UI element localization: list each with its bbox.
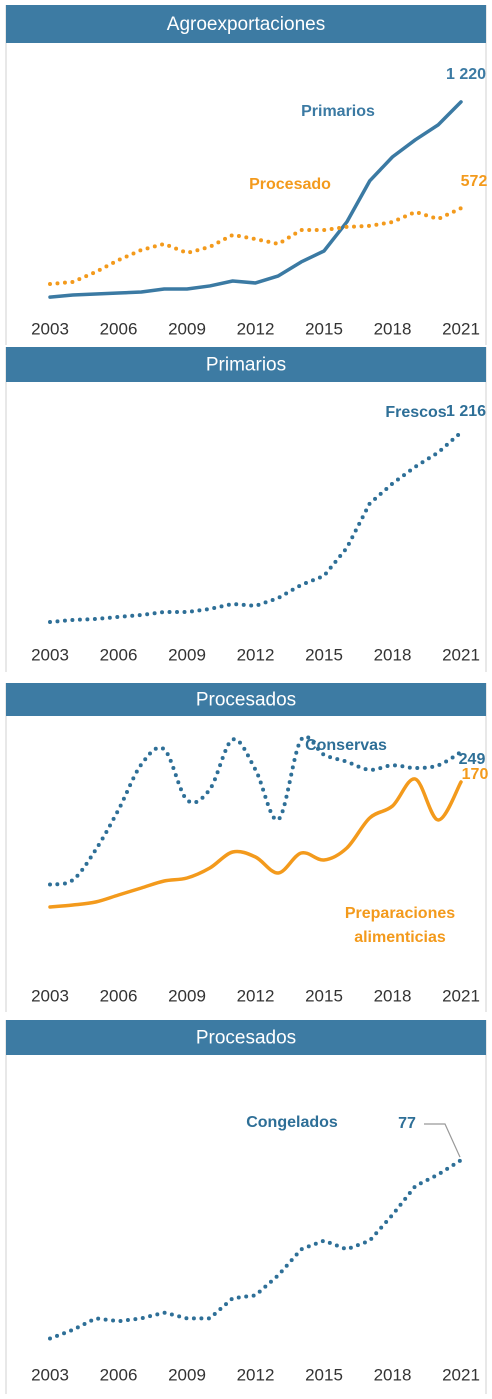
x-tick-label: 2009 (168, 986, 206, 1005)
value-label: 170 (462, 766, 489, 783)
x-tick-label: 2018 (374, 1365, 412, 1384)
x-tick-label: 2012 (237, 319, 275, 338)
panel-header (6, 347, 486, 382)
series-label: Frescos (385, 404, 446, 421)
leader-line (424, 1123, 461, 1158)
x-tick-label: 2006 (100, 1365, 138, 1384)
x-tick-label: 2015 (305, 319, 343, 338)
x-tick-label: 2021 (442, 319, 480, 338)
x-tick-label: 2003 (31, 645, 69, 664)
panel-title: Procesados (196, 1028, 296, 1049)
x-tick-label: 2009 (168, 319, 206, 338)
x-tick-label: 2018 (374, 645, 412, 664)
value-label: 1 220 (446, 66, 486, 83)
panel-title: Primarios (206, 355, 286, 376)
x-tick-label: 2006 (100, 645, 138, 664)
series-label: Conservas (305, 737, 387, 754)
x-tick-label: 2006 (100, 986, 138, 1005)
series-label: Procesado (249, 176, 331, 193)
series-line (48, 1158, 463, 1341)
x-tick-label: 2018 (374, 986, 412, 1005)
series-label: Primarios (301, 103, 375, 120)
value-label: 249 (459, 751, 486, 768)
series-line (48, 206, 463, 286)
x-tick-label: 2021 (442, 986, 480, 1005)
series-label: Preparaciones alimenticias (345, 905, 455, 946)
x-tick-label: 2021 (442, 1365, 480, 1384)
x-tick-label: 2018 (374, 319, 412, 338)
series-label: Congelados (246, 1114, 338, 1131)
series-line (48, 777, 463, 909)
value-label: 572 (461, 173, 488, 190)
x-tick-label: 2006 (100, 319, 138, 338)
series-label-line: Preparaciones (345, 905, 455, 922)
panel-title: Agroexportaciones (167, 14, 325, 35)
x-tick-label: 2012 (237, 645, 275, 664)
panel-header (6, 683, 486, 716)
series-label-line: alimenticias (354, 929, 446, 946)
panel-title: Procesados (196, 690, 296, 711)
x-tick-label: 2021 (442, 645, 480, 664)
x-tick-label: 2003 (31, 1365, 69, 1384)
x-tick-label: 2015 (305, 1365, 343, 1384)
x-tick-label: 2012 (237, 1365, 275, 1384)
x-tick-label: 2015 (305, 645, 343, 664)
x-tick-label: 2015 (305, 986, 343, 1005)
x-tick-label: 2009 (168, 1365, 206, 1384)
series-line (48, 430, 463, 625)
value-label: 77 (398, 1115, 416, 1132)
series-line (48, 734, 463, 887)
panel-header (6, 1020, 486, 1055)
series-line (48, 100, 463, 299)
x-tick-label: 2003 (31, 319, 69, 338)
panel-header (6, 5, 486, 43)
x-tick-label: 2012 (237, 986, 275, 1005)
x-tick-label: 2009 (168, 645, 206, 664)
x-tick-label: 2003 (31, 986, 69, 1005)
value-label: 1 216 (446, 403, 486, 420)
